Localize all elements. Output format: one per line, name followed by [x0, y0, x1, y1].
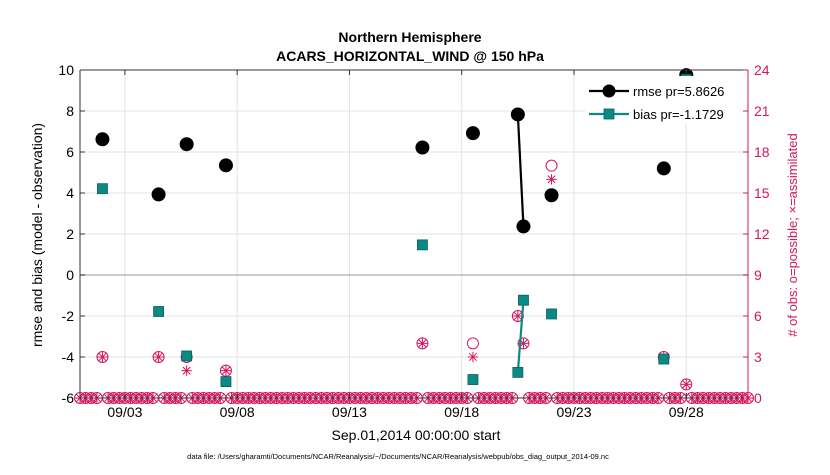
obs-possible-marker: [152, 351, 165, 363]
y-tick-label: 6: [66, 144, 74, 160]
x-tick-label: 09/18: [444, 404, 479, 420]
obs-possible-marker: [517, 337, 530, 350]
obs-possible-marker: [416, 337, 429, 350]
y2-tick-label: 24: [754, 62, 770, 78]
obs-assimilated-marker: [97, 351, 108, 363]
asterisk-stroke: [98, 352, 107, 362]
y-tick-label: -6: [62, 390, 75, 406]
y2-tick-label: 6: [754, 308, 762, 324]
bias-point: [220, 376, 232, 388]
bias-point: [467, 374, 479, 385]
rmse-point: [465, 126, 480, 141]
rmse-point: [516, 219, 531, 234]
bias-point: [512, 366, 524, 378]
y-tick-label: 2: [66, 226, 74, 242]
asterisk-stroke: [547, 175, 556, 184]
rmse-point: [95, 132, 110, 147]
legend-bias-marker: [603, 108, 615, 120]
rmse-point: [656, 161, 671, 176]
obs-assimilated-marker: [681, 379, 692, 390]
y-axis-label: rmse and bias (model - observation): [29, 123, 45, 347]
chart-title-line-2: ACARS_HORIZONTAL_WIND @ 150 hPa: [276, 48, 544, 64]
obs-possible-marker: [511, 310, 524, 322]
bias-point: [97, 183, 108, 195]
legend-bias-label: bias pr=-1.1729: [633, 107, 724, 122]
asterisk-stroke: [468, 352, 477, 362]
bias-point: [658, 353, 670, 365]
bias-point: [417, 239, 428, 251]
asterisk-stroke: [221, 366, 231, 375]
obs-count-markers: [74, 159, 754, 404]
bias-point: [153, 306, 164, 317]
asterisk-stroke: [682, 380, 691, 389]
asterisk-stroke: [154, 352, 163, 362]
asterisk-stroke: [182, 366, 191, 375]
rmse-point: [151, 187, 166, 202]
data-file-footer: data file: /Users/gharamti/Documents/NCA…: [187, 452, 609, 461]
obs-assimilated-marker: [153, 351, 164, 363]
obs-assimilated-marker: [546, 174, 557, 185]
rmse-point: [544, 188, 559, 203]
x-tick-label: 09/03: [107, 404, 142, 420]
x-tick-label: 09/28: [669, 404, 704, 420]
obs-possible-marker: [680, 378, 693, 391]
y2-tick-label: 18: [754, 144, 770, 160]
x-tick-label: 09/13: [332, 404, 367, 420]
bias-point: [546, 308, 557, 320]
chart-title-line-1: Northern Hemisphere: [338, 29, 481, 45]
obs-assimilated-marker: [220, 365, 232, 376]
y-tick-label: -2: [62, 308, 75, 324]
obs-assimilated-marker: [181, 365, 192, 376]
y2-tick-label: 3: [754, 349, 762, 365]
legend-rmse-marker: [602, 84, 616, 98]
y-tick-label: 0: [66, 267, 74, 283]
y2-tick-label: 21: [754, 103, 770, 119]
rmse-point: [179, 137, 194, 152]
bias-point: [181, 350, 193, 362]
y2-tick-label: 12: [754, 226, 770, 242]
x-tick-label: 09/23: [556, 404, 591, 420]
rmse-point: [510, 107, 525, 122]
obs-possible-marker: [96, 351, 109, 363]
obs-possible-marker: [466, 337, 479, 350]
legend: rmse pr=5.8626 bias pr=-1.1729: [585, 76, 743, 124]
rmse-point: [415, 140, 430, 155]
rmse-point: [218, 158, 233, 173]
y2-tick-label: 9: [754, 267, 762, 283]
x-tick-label: 09/08: [220, 404, 255, 420]
y2-tick-label: 15: [754, 185, 770, 201]
asterisk-stroke: [513, 311, 522, 321]
y-tick-label: 10: [58, 62, 74, 78]
y-tick-label: -4: [62, 349, 75, 365]
legend-rmse-label: rmse pr=5.8626: [633, 84, 724, 99]
y2-axis-label: # of obs: o=possible; ×=assimilated: [785, 133, 800, 336]
axes: 09/03 09/08 09/13 09/18 09/23 09/28-6-4-20246…: [58, 62, 769, 420]
rmse-line-segment: [516, 114, 525, 227]
bias-point: [518, 294, 529, 306]
obs-assimilated-marker: [467, 351, 479, 363]
y-tick-label: 8: [66, 103, 74, 119]
bias-line-segment: [516, 300, 525, 373]
y2-tick-label: 0: [754, 390, 762, 406]
obs-assimilated-marker: [417, 338, 428, 349]
x-axis-label: Sep.01,2014 00:00:00 start: [332, 427, 501, 443]
asterisk-stroke: [418, 339, 427, 348]
obs-possible-marker: [219, 364, 232, 377]
y-tick-label: 4: [66, 185, 74, 201]
obs-possible-marker: [545, 159, 558, 172]
